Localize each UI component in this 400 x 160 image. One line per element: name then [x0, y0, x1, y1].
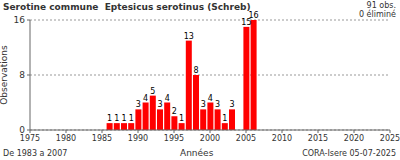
- svg-text:4: 4: [165, 94, 170, 103]
- svg-text:1: 1: [107, 114, 112, 123]
- svg-text:3: 3: [229, 100, 234, 109]
- html-text:CORA-Isere 05-07-2025: CORA-Isere 05-07-2025: [302, 149, 396, 158]
- html-text:Années: Années: [180, 148, 214, 158]
- svg-text:1995: 1995: [164, 134, 184, 143]
- svg-text:3: 3: [157, 100, 162, 109]
- html-text:Serotine commune Eptesicus ser: Serotine commune Eptesicus serotinus (Sc…: [3, 2, 251, 12]
- svg-text:15: 15: [241, 17, 252, 27]
- svg-text:8: 8: [193, 66, 198, 75]
- svg-text:2010: 2010: [272, 134, 292, 143]
- svg-text:16: 16: [249, 11, 259, 20]
- svg-text:1: 1: [222, 114, 227, 123]
- svg-text:2025: 2025: [380, 134, 392, 143]
- svg-text:2005: 2005: [236, 134, 256, 143]
- svg-text:8: 8: [19, 70, 25, 80]
- svg-text:5: 5: [150, 87, 155, 96]
- svg-text:1: 1: [114, 114, 119, 123]
- svg-text:13: 13: [184, 32, 194, 41]
- html-text:91 obs.: 91 obs.: [366, 1, 396, 10]
- svg-text:1: 1: [179, 114, 184, 123]
- svg-text:4: 4: [143, 94, 148, 103]
- html-text:0 éliminé: 0 éliminé: [359, 10, 396, 19]
- svg-text:1: 1: [121, 114, 126, 123]
- svg-text:3: 3: [136, 100, 141, 109]
- svg-text:1975: 1975: [19, 133, 41, 143]
- svg-text:16: 16: [14, 15, 26, 25]
- svg-text:1990: 1990: [128, 134, 148, 143]
- svg-text:1985: 1985: [92, 134, 112, 143]
- svg-text:3: 3: [201, 100, 206, 109]
- svg-text:1: 1: [129, 114, 134, 123]
- svg-text:2020: 2020: [344, 134, 364, 143]
- svg-text:2000: 2000: [200, 134, 220, 143]
- svg-text:3: 3: [215, 100, 220, 109]
- html-text:De 1983 a 2007: De 1983 a 2007: [3, 149, 68, 158]
- svg-text:2015: 2015: [308, 134, 328, 143]
- svg-text:4: 4: [208, 94, 213, 103]
- svg-text:0: 0: [19, 125, 25, 135]
- svg-text:2: 2: [172, 107, 177, 116]
- svg-text:1980: 1980: [56, 134, 76, 143]
- svg-text:Observations: Observations: [8, 45, 9, 105]
